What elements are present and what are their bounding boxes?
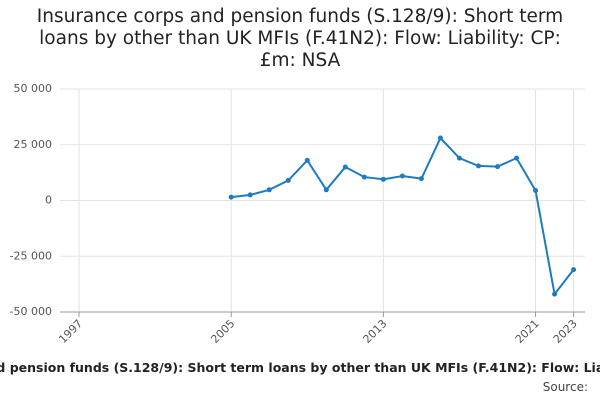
data-point — [323, 187, 329, 193]
data-point — [495, 164, 500, 170]
data-point — [418, 176, 424, 182]
y-tick-label: 0 — [45, 194, 52, 207]
data-point — [399, 173, 405, 179]
x-tick-label: 2013 — [361, 317, 390, 346]
data-point — [304, 157, 310, 163]
caption: Insurance corps and pension funds (S.128… — [0, 360, 600, 375]
data-point — [437, 135, 443, 141]
x-tick-label: 1997 — [56, 317, 85, 346]
y-tick-label: -25 000 — [10, 249, 52, 262]
x-tick-label: 2021 — [513, 317, 542, 346]
x-tick-label: 2005 — [208, 317, 237, 346]
source: Source: — [542, 380, 588, 394]
x-tick-label: 2023 — [551, 317, 580, 346]
data-point — [266, 187, 272, 193]
data-point — [361, 174, 367, 180]
y-tick-label: 50 000 — [14, 82, 53, 95]
caption-text: Insurance corps and pension funds (S.128… — [0, 360, 600, 375]
data-point — [552, 291, 558, 297]
y-tick-label: 25 000 — [14, 138, 53, 151]
data-point — [247, 192, 253, 198]
data-point — [514, 155, 520, 161]
data-point — [533, 187, 539, 193]
series-line — [231, 136, 575, 297]
data-point — [571, 267, 577, 273]
data-point — [285, 177, 291, 183]
data-point — [475, 163, 481, 169]
data-point — [342, 164, 348, 170]
y-tick-label: -50 000 — [10, 305, 52, 318]
data-point — [456, 155, 462, 161]
data-point — [228, 194, 234, 200]
data-point — [380, 176, 386, 182]
chart-title: Insurance corps and pension funds (S.128… — [36, 6, 564, 71]
